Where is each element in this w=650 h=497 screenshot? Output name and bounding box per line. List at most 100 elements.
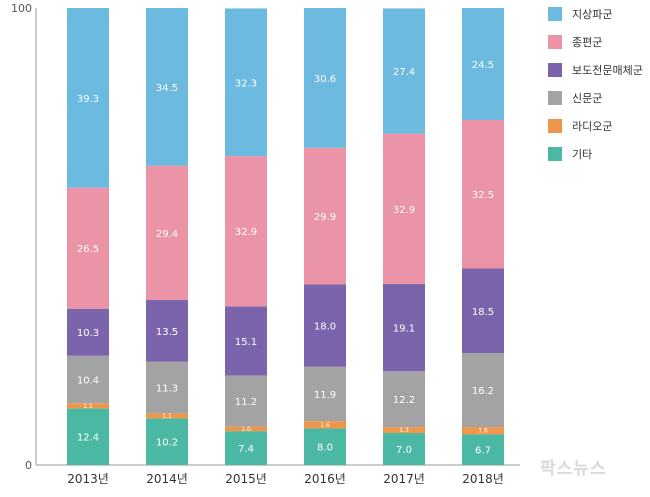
bar-segment bbox=[383, 8, 425, 134]
data-label: 30.6 bbox=[314, 74, 336, 85]
bar-segment bbox=[225, 431, 267, 465]
data-label: 10.3 bbox=[77, 328, 99, 339]
data-label: 1.1 bbox=[83, 403, 93, 410]
data-label: 29.4 bbox=[156, 229, 178, 240]
data-label: 10.4 bbox=[77, 376, 99, 387]
data-label: 19.1 bbox=[393, 324, 415, 335]
data-label: 1.3 bbox=[399, 427, 409, 434]
bar-segment bbox=[462, 353, 504, 428]
bar-segment bbox=[304, 366, 346, 422]
legend-swatch bbox=[548, 35, 562, 49]
bar-segment bbox=[67, 403, 109, 409]
bar-segment bbox=[383, 427, 425, 434]
bar-segment bbox=[146, 300, 188, 362]
data-label: 16.2 bbox=[472, 386, 494, 397]
y-tick-label: 0 bbox=[25, 459, 32, 472]
data-label: 12.2 bbox=[393, 395, 415, 406]
bar-segment bbox=[225, 8, 267, 157]
data-label: 39.3 bbox=[77, 94, 99, 105]
bar-segment bbox=[304, 421, 346, 429]
legend-swatch bbox=[548, 91, 562, 105]
bar-segment bbox=[462, 119, 504, 269]
bar-segment bbox=[67, 408, 109, 465]
legend-swatch bbox=[548, 63, 562, 77]
chart-bars: 12.4 1.1 10.4 10.3 26.5 39.3 10.2 1.1 11.3 13.5 29… bbox=[67, 8, 504, 465]
data-label: 6.7 bbox=[475, 446, 491, 457]
legend-item: 종편군 bbox=[548, 32, 602, 52]
legend-swatch bbox=[548, 147, 562, 161]
data-label: 32.9 bbox=[393, 205, 415, 216]
data-label: 34.5 bbox=[156, 83, 178, 94]
bar-segment bbox=[304, 284, 346, 367]
bar-segment bbox=[304, 147, 346, 285]
bar-segment bbox=[67, 355, 109, 404]
data-label: 32.9 bbox=[235, 227, 257, 238]
data-label: 1.1 bbox=[162, 413, 172, 420]
bar-segment bbox=[304, 8, 346, 148]
bar-segment bbox=[67, 308, 109, 356]
legend-label: 보도전문매체군 bbox=[572, 64, 643, 77]
data-label: 11.3 bbox=[156, 384, 178, 395]
y-tick-label: 100 bbox=[11, 2, 32, 15]
data-label: 18.0 bbox=[314, 322, 336, 333]
data-label: 26.5 bbox=[77, 244, 99, 255]
bar-segment bbox=[67, 187, 109, 309]
x-tick-label: 2014년 bbox=[146, 472, 188, 486]
bar-segment bbox=[225, 156, 267, 307]
bar-segment bbox=[462, 8, 504, 120]
data-label: 11.9 bbox=[314, 390, 336, 401]
bar-segment bbox=[146, 413, 188, 419]
data-label: 11.2 bbox=[235, 397, 257, 408]
bar-segment bbox=[462, 268, 504, 354]
legend-item: 신문군 bbox=[548, 88, 602, 108]
legend-label: 신문군 bbox=[572, 92, 603, 105]
bar-segment bbox=[383, 133, 425, 285]
bar-segment bbox=[146, 418, 188, 465]
bar-segment bbox=[383, 433, 425, 465]
legend-swatch bbox=[548, 7, 562, 21]
chart-axes bbox=[35, 8, 520, 466]
x-tick-label: 2015년 bbox=[225, 472, 267, 486]
data-label: 29.9 bbox=[314, 212, 336, 223]
data-label: 18.5 bbox=[472, 307, 494, 318]
x-tick-label: 2016년 bbox=[304, 472, 346, 486]
data-label: 1.0 bbox=[241, 426, 251, 433]
data-label: 15.1 bbox=[235, 337, 257, 348]
legend-item: 라디오군 bbox=[548, 116, 612, 136]
legend-label: 라디오군 bbox=[572, 120, 613, 133]
bar-segment bbox=[225, 375, 267, 427]
data-label: 12.4 bbox=[77, 433, 99, 444]
data-label: 32.3 bbox=[235, 78, 257, 89]
data-label: 27.4 bbox=[393, 67, 415, 78]
legend-swatch bbox=[548, 119, 562, 133]
data-label: 7.0 bbox=[396, 445, 412, 456]
bar-segment bbox=[304, 428, 346, 465]
data-label: 24.5 bbox=[472, 60, 494, 71]
watermark: 팍스뉴스 bbox=[540, 459, 607, 479]
x-tick-label: 2017년 bbox=[383, 472, 425, 486]
data-label: 13.5 bbox=[156, 327, 178, 338]
bar-segment bbox=[67, 8, 109, 188]
bar-segment bbox=[146, 361, 188, 414]
x-tick-label: 2018년 bbox=[462, 472, 504, 486]
data-label: 8.0 bbox=[317, 443, 333, 454]
bar-segment bbox=[146, 8, 188, 166]
bar-segment bbox=[383, 284, 425, 372]
legend-label: 지상파군 bbox=[572, 8, 613, 21]
chart-ticks: 0 100 2013년 2014년 2015년 2016년 2017년 2018년 bbox=[11, 2, 504, 486]
legend-item: 지상파군 bbox=[548, 4, 612, 24]
data-label: 32.5 bbox=[472, 190, 494, 201]
bar-segment bbox=[383, 371, 425, 428]
bar-segment bbox=[146, 165, 188, 301]
legend-item: 보도전문매체군 bbox=[548, 60, 643, 80]
legend-label: 종편군 bbox=[572, 36, 603, 49]
legend-item: 기타 bbox=[548, 144, 592, 164]
data-label: 7.4 bbox=[238, 444, 254, 455]
bar-segment bbox=[462, 427, 504, 435]
bar-segment bbox=[225, 426, 267, 432]
x-tick-label: 2013년 bbox=[67, 472, 109, 486]
legend-label: 기타 bbox=[572, 148, 593, 161]
data-label: 1.6 bbox=[320, 422, 330, 429]
bar-segment bbox=[462, 434, 504, 465]
